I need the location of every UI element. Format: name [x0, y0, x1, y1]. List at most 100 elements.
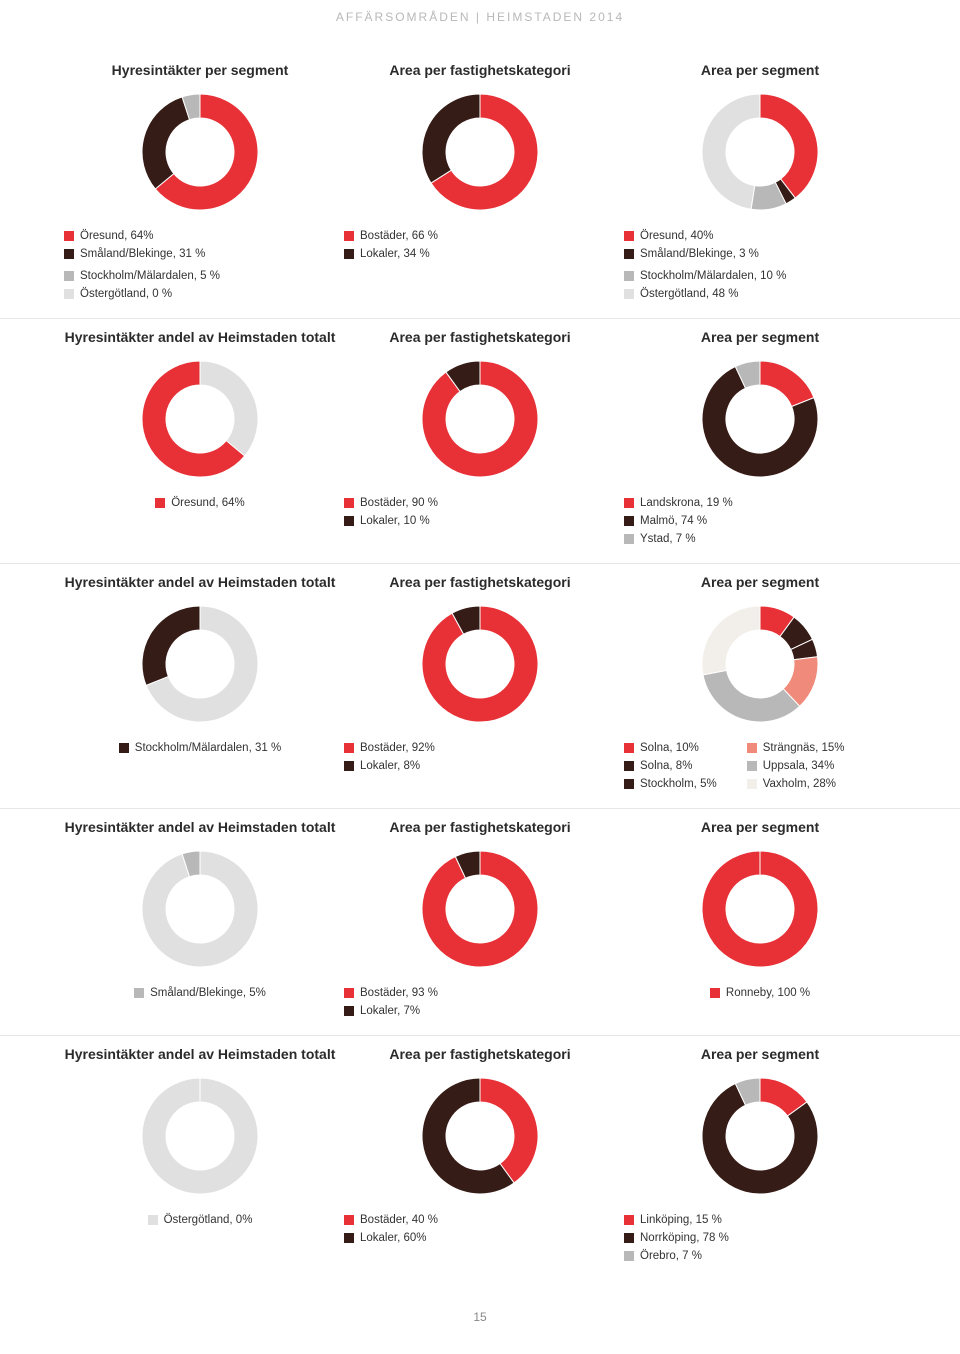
legend-label: Öresund, 64% — [171, 497, 245, 509]
legend: Ronneby, 100 % — [620, 987, 900, 999]
legend: Bostäder, 40 % Lokaler, 60% — [340, 1214, 620, 1244]
swatch-icon — [344, 1006, 354, 1016]
swatch-icon — [64, 289, 74, 299]
chart-block: Hyresintäkter andel av Heimstaden totalt… — [60, 819, 340, 1017]
swatch-icon — [747, 779, 757, 789]
chart-block: Area per fastighetskategori Bostäder, 66… — [340, 62, 620, 300]
legend-label: Öresund, 40% — [640, 230, 714, 242]
legend-label: Linköping, 15 % — [640, 1214, 722, 1226]
swatch-icon — [624, 1233, 634, 1243]
chart-block: Area per segment Ronneby, 100 % — [620, 819, 900, 1017]
legend-label: Solna, 8% — [640, 760, 692, 772]
donut-chart — [140, 849, 260, 969]
legend-label: Småland/Blekinge, 5% — [150, 987, 266, 999]
chart-block: Area per fastighetskategori Bostäder, 40… — [340, 1046, 620, 1262]
chart-title: Hyresintäkter andel av Heimstaden totalt — [65, 1046, 336, 1062]
donut-slice — [200, 361, 258, 456]
legend-item: Öresund, 64% — [64, 230, 205, 242]
swatch-icon — [119, 743, 129, 753]
chart-title: Area per fastighetskategori — [389, 819, 570, 835]
legend-label: Vaxholm, 28% — [763, 778, 836, 790]
legend: Bostäder, 90 % Lokaler, 10 % — [340, 497, 620, 527]
legend-label: Småland/Blekinge, 3 % — [640, 248, 759, 260]
legend-item: Ronneby, 100 % — [710, 987, 810, 999]
legend-label: Landskrona, 19 % — [640, 497, 733, 509]
chart-block: Hyresintäkter per segment Öresund, 64% S… — [60, 62, 340, 300]
legend-label: Lokaler, 60% — [360, 1232, 427, 1244]
chart-block: Area per segment Solna, 10% Solna, 8% St… — [620, 574, 900, 790]
legend-item: Ystad, 7 % — [624, 533, 696, 545]
legend: Bostäder, 92% Lokaler, 8% — [340, 742, 620, 772]
chart-row: Hyresintäkter per segment Öresund, 64% S… — [0, 52, 960, 319]
legend-item: Bostäder, 93 % — [344, 987, 438, 999]
swatch-icon — [344, 516, 354, 526]
chart-block: Hyresintäkter andel av Heimstaden totalt… — [60, 574, 340, 790]
chart-block: Area per fastighetskategori Bostäder, 93… — [340, 819, 620, 1017]
legend-label: Bostäder, 90 % — [360, 497, 438, 509]
legend-item: Bostäder, 40 % — [344, 1214, 438, 1226]
legend-item: Vaxholm, 28% — [747, 778, 845, 790]
swatch-icon — [344, 231, 354, 241]
swatch-icon — [344, 498, 354, 508]
legend-item: Lokaler, 34 % — [344, 248, 430, 260]
chart-title: Area per fastighetskategori — [389, 1046, 570, 1062]
chart-title: Hyresintäkter andel av Heimstaden totalt — [65, 329, 336, 345]
swatch-icon — [747, 761, 757, 771]
legend-item: Östergötland, 0% — [148, 1214, 253, 1226]
legend-label: Stockholm/Mälardalen, 5 % — [80, 270, 220, 282]
chart-title: Area per segment — [701, 1046, 819, 1062]
legend-item: Stockholm, 5% — [624, 778, 717, 790]
legend-item: Östergötland, 0 % — [64, 288, 220, 300]
legend-item: Lokaler, 8% — [344, 760, 420, 772]
legend-item: Småland/Blekinge, 31 % — [64, 248, 205, 260]
swatch-icon — [624, 271, 634, 281]
donut-chart — [700, 604, 820, 724]
legend-label: Östergötland, 0% — [164, 1214, 253, 1226]
chart-block: Area per fastighetskategori Bostäder, 92… — [340, 574, 620, 790]
page-number: 15 — [0, 1280, 960, 1354]
legend-item: Öresund, 40% — [624, 230, 759, 242]
swatch-icon — [134, 988, 144, 998]
legend-label: Lokaler, 34 % — [360, 248, 430, 260]
chart-title: Area per segment — [701, 574, 819, 590]
donut-chart — [140, 1076, 260, 1196]
legend-label: Stockholm/Mälardalen, 10 % — [640, 270, 786, 282]
donut-chart — [420, 604, 540, 724]
chart-row: Hyresintäkter andel av Heimstaden totalt… — [0, 319, 960, 564]
chart-title: Area per fastighetskategori — [389, 329, 570, 345]
swatch-icon — [344, 761, 354, 771]
legend-label: Lokaler, 8% — [360, 760, 420, 772]
donut-chart — [700, 849, 820, 969]
chart-title: Hyresintäkter andel av Heimstaden totalt — [65, 819, 336, 835]
chart-block: Area per segment Linköping, 15 % Norrköp… — [620, 1046, 900, 1262]
swatch-icon — [624, 779, 634, 789]
legend-label: Öresund, 64% — [80, 230, 154, 242]
swatch-icon — [148, 1215, 158, 1225]
legend-item: Stockholm/Mälardalen, 10 % — [624, 270, 786, 282]
legend-label: Lokaler, 10 % — [360, 515, 430, 527]
donut-chart — [420, 1076, 540, 1196]
donut-chart — [140, 92, 260, 212]
legend: Öresund, 64% — [60, 497, 340, 509]
legend-label: Norrköping, 78 % — [640, 1232, 729, 1244]
legend: Solna, 10% Solna, 8% Stockholm, 5% Strän… — [620, 742, 900, 790]
donut-chart — [700, 92, 820, 212]
chart-block: Area per fastighetskategori Bostäder, 90… — [340, 329, 620, 545]
donut-slice — [760, 94, 818, 198]
legend-item: Bostäder, 90 % — [344, 497, 438, 509]
legend: Linköping, 15 % Norrköping, 78 % Örebro,… — [620, 1214, 900, 1262]
chart-title: Area per fastighetskategori — [389, 62, 570, 78]
donut-slice — [702, 606, 760, 675]
legend: Bostäder, 93 % Lokaler, 7% — [340, 987, 620, 1017]
chart-title: Hyresintäkter andel av Heimstaden totalt — [65, 574, 336, 590]
swatch-icon — [624, 249, 634, 259]
legend-item: Öresund, 64% — [155, 497, 245, 509]
legend-label: Bostäder, 92% — [360, 742, 435, 754]
donut-chart — [700, 359, 820, 479]
legend-item: Stockholm/Mälardalen, 5 % — [64, 270, 220, 282]
legend: Landskrona, 19 % Malmö, 74 % Ystad, 7 % — [620, 497, 900, 545]
swatch-icon — [344, 249, 354, 259]
donut-slice — [422, 94, 480, 183]
legend: Öresund, 40% Småland/Blekinge, 3 % Stock… — [620, 230, 900, 300]
legend-label: Örebro, 7 % — [640, 1250, 702, 1262]
